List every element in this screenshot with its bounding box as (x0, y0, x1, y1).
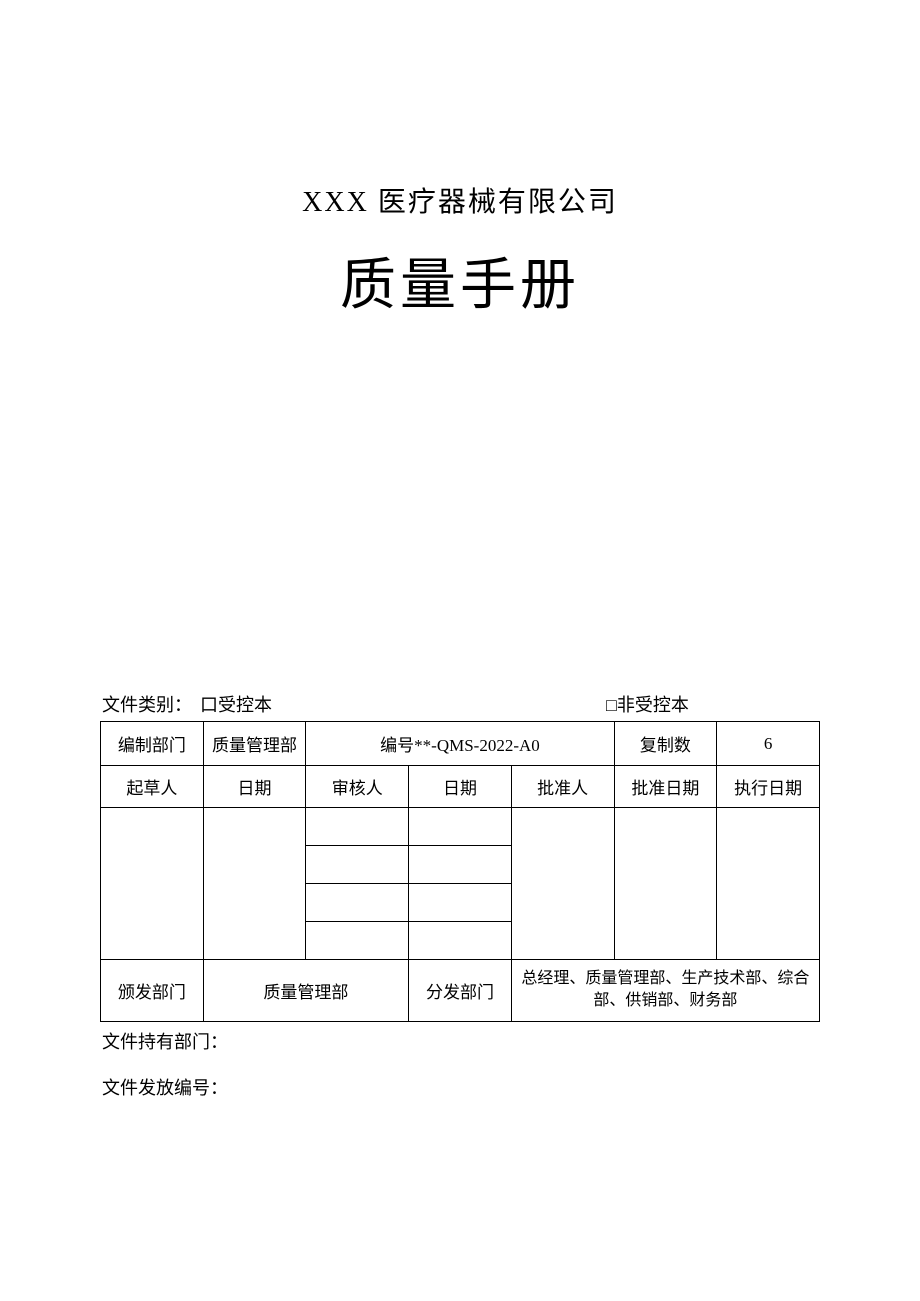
empty-cell (203, 808, 306, 960)
empty-cell (306, 808, 409, 846)
company-name: XXX 医疗器械有限公司 (100, 180, 820, 220)
empty-cell (409, 884, 512, 922)
empty-cell (409, 922, 512, 960)
empty-cell (511, 808, 614, 960)
main-title: 质量手册 (100, 240, 820, 321)
doc-type-row: 文件类别： 口受控本 □非受控本 (100, 691, 820, 717)
reviewer-label: 审核人 (306, 766, 409, 808)
dist-dept-label: 分发部门 (409, 960, 512, 1022)
empty-cell (306, 846, 409, 884)
table-row-last: 颁发部门 质量管理部 分发部门 总经理、质量管理部、生产技术部、综合部、供销部、… (101, 960, 820, 1022)
table-row-1: 编制部门 质量管理部 编号**-QMS-2022-A0 复制数 6 (101, 722, 820, 766)
doc-number: 编号**-QMS-2022-A0 (306, 722, 614, 766)
table-row-empty-1 (101, 808, 820, 846)
dist-dept-value: 总经理、质量管理部、生产技术部、综合部、供销部、财务部 (511, 960, 819, 1022)
exec-date-label: 执行日期 (717, 766, 820, 808)
info-table: 编制部门 质量管理部 编号**-QMS-2022-A0 复制数 6 起草人 日期… (100, 721, 820, 1022)
empty-cell (101, 808, 204, 960)
empty-cell (409, 846, 512, 884)
empty-cell (409, 808, 512, 846)
date1-label: 日期 (203, 766, 306, 808)
empty-cell (614, 808, 717, 960)
approver-label: 批准人 (511, 766, 614, 808)
compile-dept-value: 质量管理部 (203, 722, 306, 766)
issue-dept-value: 质量管理部 (203, 960, 408, 1022)
empty-cell (717, 808, 820, 960)
approve-date-label: 批准日期 (614, 766, 717, 808)
date2-label: 日期 (409, 766, 512, 808)
doc-type-controlled: 口受控本 (200, 691, 272, 717)
doc-type-label: 文件类别： (102, 691, 192, 717)
document-page: XXX 医疗器械有限公司 质量手册 文件类别： 口受控本 □非受控本 编制部门 … (0, 0, 920, 1100)
drafter-label: 起草人 (101, 766, 204, 808)
empty-cell (306, 922, 409, 960)
table-row-2: 起草人 日期 审核人 日期 批准人 批准日期 执行日期 (101, 766, 820, 808)
copies-value: 6 (717, 722, 820, 766)
copies-label: 复制数 (614, 722, 717, 766)
compile-dept-label: 编制部门 (101, 722, 204, 766)
doc-type-uncontrolled: □非受控本 (606, 691, 689, 717)
issue-number-label: 文件发放编号： (100, 1074, 820, 1100)
holder-dept-label: 文件持有部门： (100, 1028, 820, 1054)
issue-dept-label: 颁发部门 (101, 960, 204, 1022)
empty-cell (306, 884, 409, 922)
